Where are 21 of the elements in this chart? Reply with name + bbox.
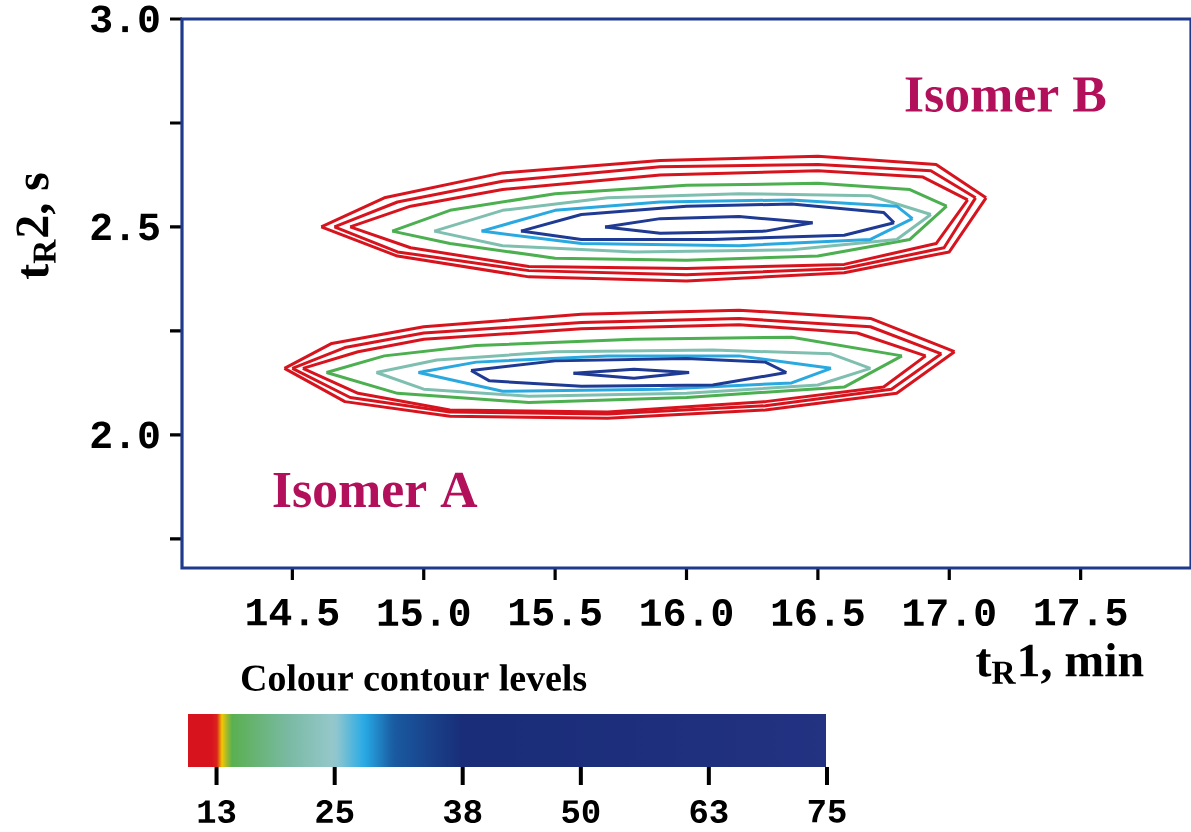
color-bar-label: 63 (690, 800, 728, 824)
y-tick-label: 2.0 (91, 421, 159, 449)
color-bar-label: 50 (562, 800, 600, 824)
color-bar-label: 13 (198, 800, 236, 824)
annotation: Isomer A (273, 472, 478, 508)
y-tick-label: 3.0 (91, 5, 159, 33)
x-tick-label: 16.5 (772, 599, 864, 627)
annotation: Isomer B (905, 77, 1106, 112)
x-tick-label: 14.5 (247, 599, 339, 626)
x-tick-label: 17.5 (1035, 599, 1127, 626)
color-bar-label: 38 (443, 800, 482, 824)
color-bar-label: 25 (316, 800, 354, 824)
y-axis-title: t$_{R}$2, s (16, 173, 56, 279)
x-tick-label: 15.0 (378, 599, 470, 627)
x-axis-title: t$_{R}$1, min (976, 643, 1144, 684)
x-tick-label: 15.5 (509, 599, 601, 626)
x-tick-label: 16.0 (641, 599, 733, 627)
x-tick-label: 17.0 (904, 599, 995, 627)
y-tick-label: 2.5 (91, 213, 159, 241)
color-bar-label: 75 (808, 800, 846, 823)
color-bar-title: Colour contour levels (241, 664, 587, 692)
